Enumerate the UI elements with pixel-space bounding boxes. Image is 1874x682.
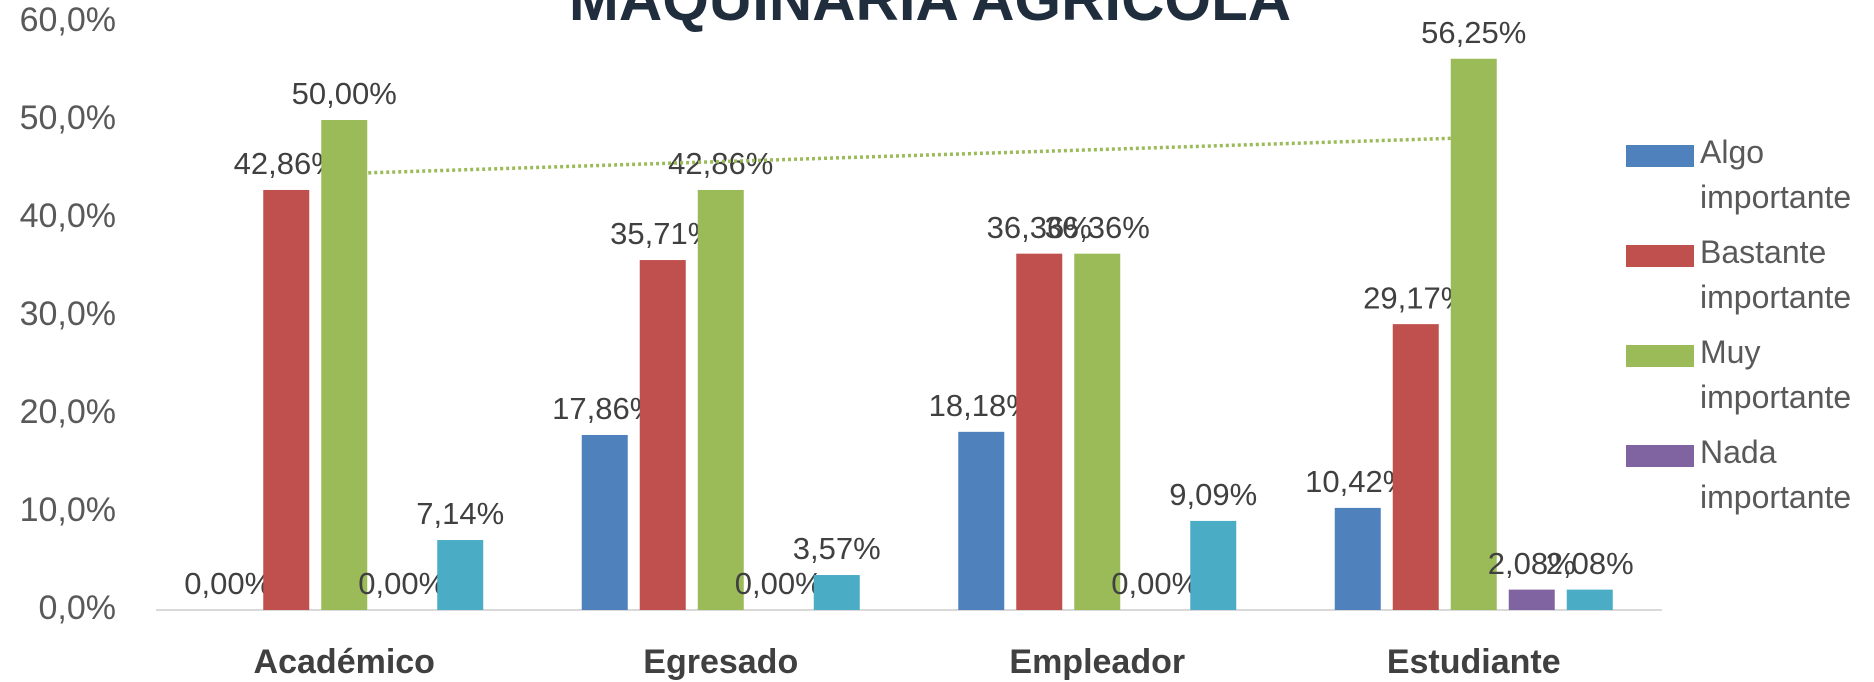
y-tick-label: 40,0% [20, 197, 116, 235]
legend-swatch [1626, 245, 1694, 267]
bar [263, 189, 310, 611]
bar [1190, 520, 1237, 610]
y-tick-label: 50,0% [20, 99, 116, 137]
legend-swatch [1626, 145, 1694, 167]
bar [813, 575, 860, 610]
trendline [344, 135, 1474, 176]
x-tick-label: Empleador [1009, 643, 1185, 681]
data-label: 9,09% [1169, 477, 1257, 512]
data-label: 0,00% [735, 566, 823, 601]
y-tick-label: 30,0% [20, 295, 116, 333]
bar [639, 260, 686, 610]
data-label: 42,86% [668, 146, 773, 181]
bar [1074, 253, 1121, 610]
bar [1508, 589, 1555, 610]
legend-label: Nada importante [1700, 434, 1851, 515]
bar [1566, 589, 1613, 610]
bar [1016, 253, 1063, 610]
data-label: 2,08% [1488, 546, 1576, 581]
x-tick-label: Estudiante [1387, 643, 1561, 681]
x-tick-label: Académico [254, 643, 435, 681]
data-label: 7,14% [416, 496, 504, 531]
bar [958, 431, 1005, 610]
y-tick-label: 60,0% [20, 1, 116, 39]
bar [1334, 507, 1381, 610]
bar [1392, 324, 1439, 610]
x-tick-label: Egresado [643, 643, 798, 681]
legend-swatch [1626, 445, 1694, 467]
legend-label: Muy importante [1700, 334, 1851, 415]
data-label: 56,25% [1421, 15, 1526, 50]
y-tick-label: 0,0% [39, 589, 117, 627]
bar [697, 189, 744, 611]
data-label: 0,00% [358, 566, 446, 601]
y-tick-label: 10,0% [20, 491, 116, 529]
data-label: 0,00% [184, 566, 272, 601]
data-label: 36,36% [1045, 210, 1150, 245]
bar [437, 540, 484, 610]
legend-label: Bastante importante [1700, 234, 1851, 315]
data-label: 0,00% [1111, 566, 1199, 601]
data-label: 36,36% [987, 210, 1092, 245]
data-label: 3,57% [793, 531, 881, 566]
bar [581, 434, 628, 610]
bar [1450, 58, 1497, 610]
chart-title: MAQUINARIA AGRÍCOLA [569, 0, 1291, 33]
y-tick-label: 20,0% [20, 393, 116, 431]
legend-swatch [1626, 345, 1694, 367]
data-label: 2,08% [1546, 546, 1634, 581]
data-label: 50,00% [292, 76, 397, 111]
bar [321, 120, 368, 610]
legend-label: Algo importante [1700, 134, 1851, 215]
